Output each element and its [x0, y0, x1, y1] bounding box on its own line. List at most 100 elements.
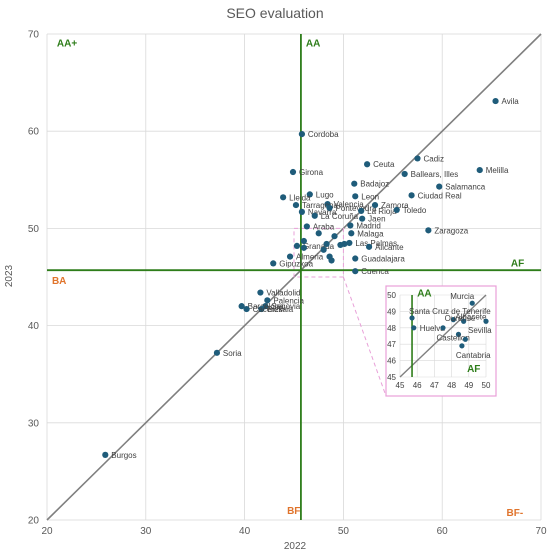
quadrant-label: BF [287, 506, 300, 517]
data-point-label: Girona [299, 168, 324, 177]
inset-data-point [461, 318, 467, 324]
data-point [323, 240, 330, 248]
data-point-label: Zamora [381, 201, 409, 210]
data-point-label: Valencia [334, 200, 365, 209]
data-point [425, 227, 432, 234]
quadrant-label: BF- [507, 508, 524, 519]
data-point-label: Alicante [375, 243, 404, 252]
data-point [213, 349, 221, 356]
data-point-label: Burgos [111, 451, 136, 460]
data-point-label: Tarragona [302, 201, 339, 210]
data-point [492, 97, 499, 105]
data-point-label: Madrid [356, 221, 380, 230]
data-point [292, 201, 300, 209]
data-point-label: Valladolid [266, 289, 300, 298]
data-point [311, 212, 318, 219]
data-point-label: Gipuzkoa [279, 259, 313, 268]
data-point-label: Caceres [253, 305, 283, 314]
inset-x-tick-label: 49 [464, 381, 473, 390]
x-axis-title: 2022 [284, 541, 307, 552]
data-point-label: Malaga [357, 229, 384, 238]
data-point-label: Badajoz [360, 180, 389, 189]
data-point-label: Palencia [273, 296, 304, 305]
inset-diagonal-line [399, 294, 487, 378]
data-point-label: Guadalajara [361, 255, 405, 264]
inset-data-point-label: Ourense [445, 314, 476, 323]
data-point [347, 222, 354, 229]
data-point [331, 233, 338, 240]
y-tick-label: 70 [28, 30, 40, 41]
data-point [257, 289, 264, 296]
inset-x-tick-label: 47 [430, 381, 439, 390]
data-point [280, 194, 287, 201]
data-point [298, 208, 306, 215]
inset-data-point-label: Castellon [436, 333, 469, 342]
inset-x-tick-label: 50 [482, 381, 491, 390]
quadrant-label: AA+ [57, 39, 77, 50]
inset-y-tick-label: 46 [387, 357, 396, 366]
data-point [286, 253, 294, 260]
data-point [328, 257, 335, 264]
data-point [243, 305, 250, 313]
data-point [326, 204, 333, 212]
data-point-label: Navarra [308, 208, 337, 217]
inset-data-point-label: Murcia [450, 292, 475, 301]
inset-data-point [462, 336, 468, 342]
inset-data-point [483, 318, 489, 324]
data-point-label: Ciudad Real [418, 191, 462, 200]
data-point [364, 161, 371, 168]
data-points: Avila Cordoba Cadiz Ceuta Girona Melilla Balle… [102, 97, 519, 460]
inset-y-tick-label: 47 [387, 340, 396, 349]
data-point [348, 230, 355, 237]
axis-tick-labels: 20 30 40 50 60 70 20 30 40 50 60 70 [28, 30, 547, 538]
inset-data-point [440, 325, 446, 331]
quadrant-label: AA [306, 39, 320, 50]
data-point [264, 297, 271, 304]
inset-y-tick-label: 45 [387, 373, 396, 382]
data-point-label: Araba [313, 222, 335, 231]
data-point [289, 168, 297, 176]
data-point [320, 246, 327, 253]
inset-x-tick-label: 45 [396, 381, 405, 390]
data-point [359, 215, 366, 222]
data-point [365, 243, 373, 250]
zoom-connector [293, 227, 387, 397]
data-point [293, 242, 301, 249]
grid-lines [46, 33, 542, 521]
data-point [341, 240, 348, 248]
data-point-label: Ballears, Illes [411, 170, 459, 179]
data-point-label: Lugo [316, 190, 334, 199]
data-point [303, 223, 310, 230]
data-point [306, 191, 313, 198]
x-tick-label: 50 [338, 526, 350, 537]
data-point [371, 201, 379, 209]
inset-data-point-label: Santa Cruz de Tenerife [409, 307, 491, 316]
data-point-label: Pontevedra [336, 204, 377, 213]
data-point-label: Ceuta [373, 160, 395, 169]
data-point-label: Salamanca [445, 183, 486, 192]
data-point [408, 192, 415, 199]
data-point [102, 451, 109, 458]
x-tick-label: 20 [41, 526, 53, 537]
chart-title: SEO evaluation [226, 5, 323, 21]
data-point-label: Granada [303, 242, 335, 251]
inset-data-point [450, 317, 456, 323]
y-tick-label: 50 [28, 224, 40, 235]
y-tick-label: 60 [28, 127, 40, 138]
y-tick-label: 40 [28, 321, 40, 332]
data-point [298, 131, 306, 138]
data-point [346, 239, 353, 247]
data-point-label: Barcelona [248, 302, 285, 311]
x-tick-label: 70 [535, 526, 547, 537]
x-tick-label: 30 [140, 526, 152, 537]
data-point [476, 166, 483, 174]
data-point-label: La Rioja [367, 207, 397, 216]
data-point-label: Zaragoza [434, 226, 468, 235]
data-point-label: Segovia [271, 302, 300, 311]
inset-quadrant-label: AF [467, 364, 480, 375]
data-point [414, 155, 421, 162]
inset-data-point [455, 331, 462, 337]
data-point-label: Cordoba [308, 130, 339, 139]
